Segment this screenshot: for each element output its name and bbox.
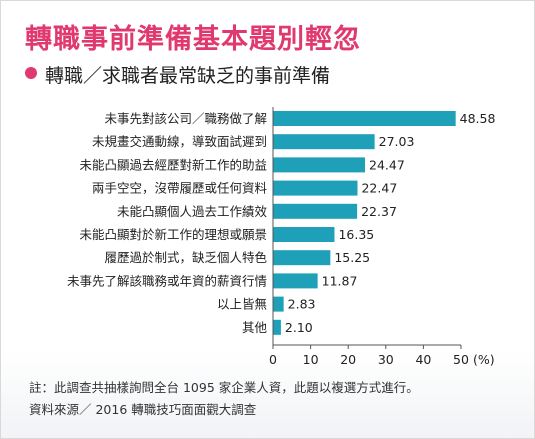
bar bbox=[273, 319, 281, 335]
value-label: 2.10 bbox=[285, 320, 313, 335]
bar bbox=[273, 227, 335, 242]
category-label: 以上皆無 bbox=[217, 297, 267, 312]
bar bbox=[273, 203, 358, 219]
category-label: 兩手空空，沒帶履歷或任何資料 bbox=[92, 181, 268, 196]
x-tick-label: 30 bbox=[378, 352, 394, 367]
bar bbox=[273, 157, 366, 173]
chart-subtitle: 轉職／求職者最常缺乏的事前準備 bbox=[45, 65, 331, 87]
x-unit-label: (%) bbox=[473, 352, 495, 367]
bar bbox=[273, 296, 284, 312]
value-label: 16.35 bbox=[338, 227, 374, 242]
value-label: 22.37 bbox=[361, 204, 397, 219]
value-label: 24.47 bbox=[369, 157, 405, 172]
bar bbox=[273, 273, 318, 289]
bar bbox=[273, 111, 456, 126]
category-label: 履歷過於制式，缺乏個人特色 bbox=[104, 250, 267, 265]
bar-chart: 未事先對該公司／職務做了解 48.58 未規畫交通動線，導致面試遲到 27.03 未能凸… bbox=[67, 107, 496, 367]
bar bbox=[273, 180, 358, 196]
bar bbox=[273, 250, 331, 266]
bar bbox=[273, 134, 375, 150]
footnote-survey: 註：此調查共抽樣詢問全台 1095 家企業人資，此題以複選方式進行。 bbox=[29, 380, 419, 395]
value-label: 48.58 bbox=[460, 111, 496, 126]
bullet-icon bbox=[25, 67, 37, 79]
category-label: 未規畫交通動線，導致面試遲到 bbox=[92, 134, 267, 149]
value-label: 2.83 bbox=[288, 297, 316, 312]
x-tick-label: 20 bbox=[340, 352, 356, 367]
category-label: 未能凸顯個人過去工作績效 bbox=[117, 204, 268, 219]
category-label: 未事先了解該職務或年資的薪資行情 bbox=[67, 273, 267, 288]
value-label: 15.25 bbox=[334, 250, 370, 265]
value-label: 22.47 bbox=[361, 181, 397, 196]
value-label: 11.87 bbox=[322, 273, 358, 288]
category-label: 未能凸顯過去經歷對新工作的助益 bbox=[79, 157, 267, 172]
x-tick-label: 50 bbox=[453, 352, 469, 367]
x-tick-label: 0 bbox=[269, 352, 277, 367]
category-label: 未事先對該公司／職務做了解 bbox=[104, 111, 267, 126]
category-label: 未能凸顯對於新工作的理想或願景 bbox=[79, 227, 267, 242]
value-label: 27.03 bbox=[379, 134, 415, 149]
category-label: 其他 bbox=[242, 320, 268, 335]
x-tick-label: 40 bbox=[415, 352, 431, 367]
footnote-source: 資料來源／ 2016 轉職技巧面面觀大調查 bbox=[29, 402, 257, 417]
chart-title: 轉職事前準備基本題別輕忽 bbox=[25, 24, 361, 55]
x-tick-label: 10 bbox=[303, 352, 319, 367]
